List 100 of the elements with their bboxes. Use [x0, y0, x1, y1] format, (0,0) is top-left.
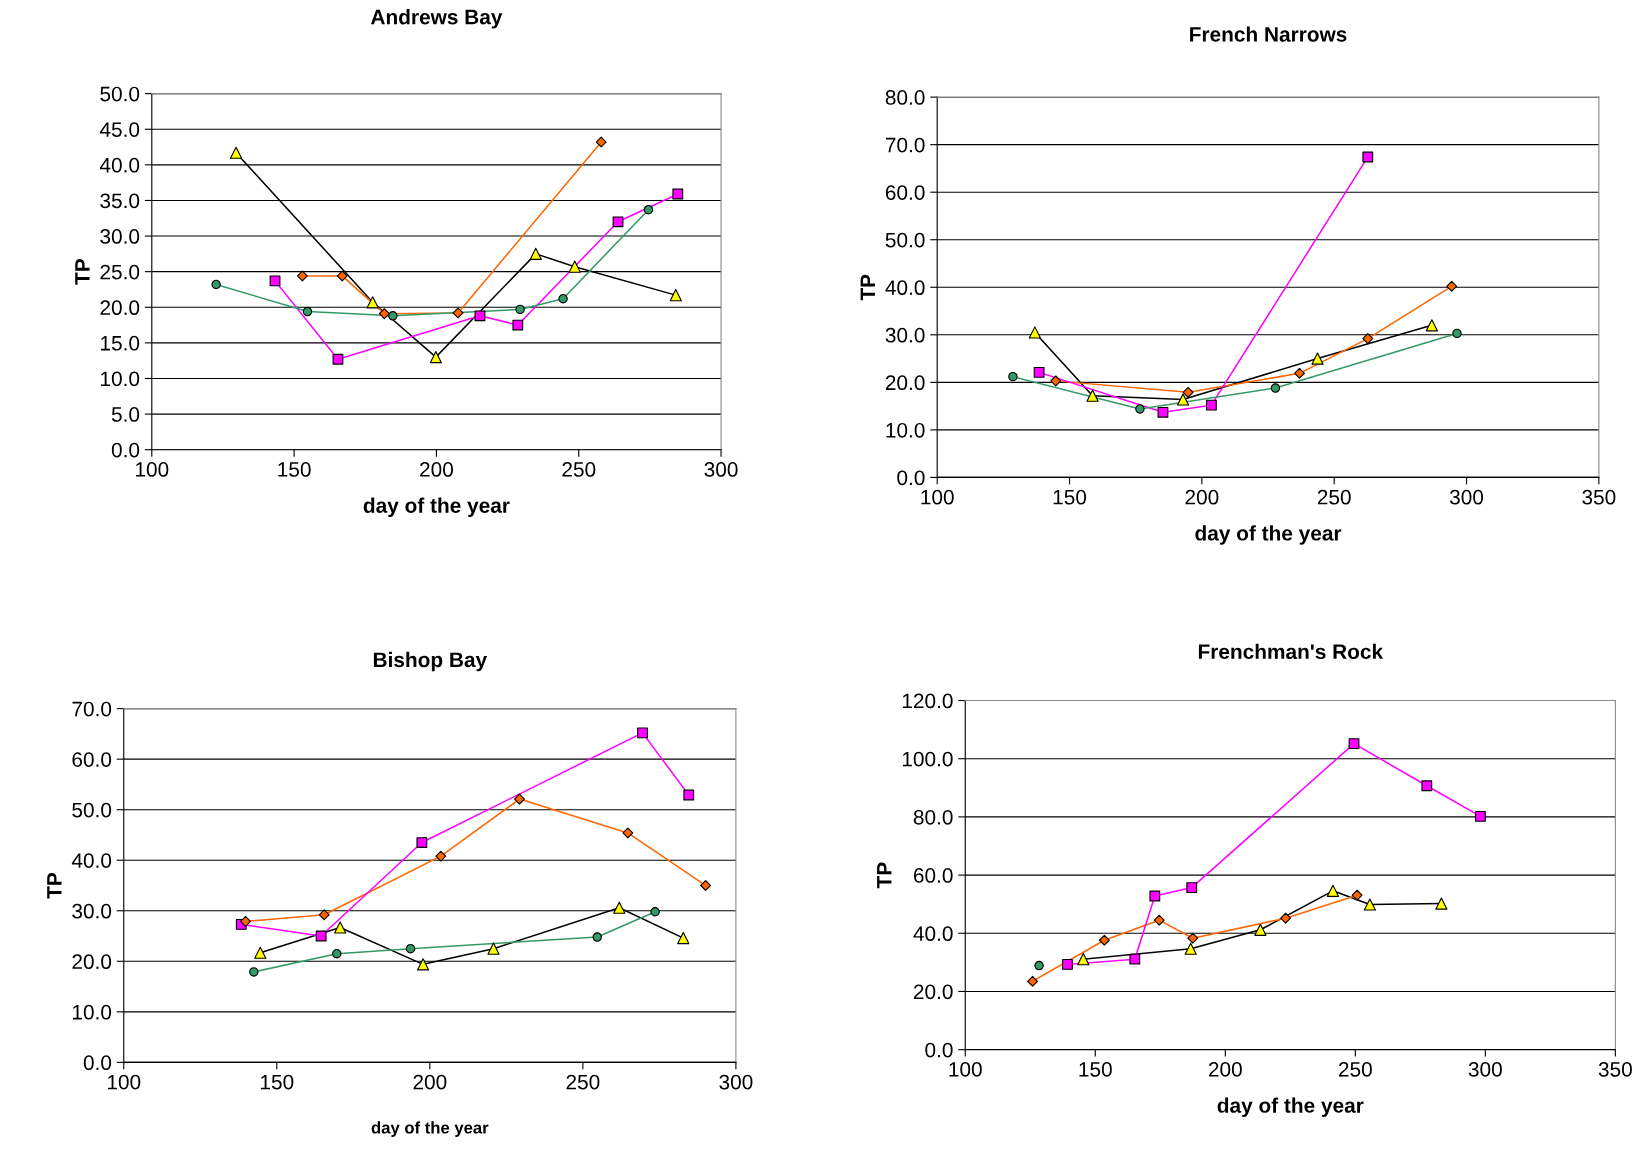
y-tick-label: 70.0	[885, 137, 925, 153]
x-axis-title: day of the year	[1195, 525, 1342, 545]
chart-title: Bishop Bay	[373, 651, 488, 672]
y-tick-label: 30.0	[72, 903, 112, 919]
y-tick-label: 0.0	[897, 470, 925, 486]
x-tick-label: 300	[704, 462, 738, 477]
point	[1157, 406, 1169, 418]
y-tick-label: 60.0	[72, 752, 112, 767]
point	[1326, 884, 1340, 897]
chart-title: French Narrows	[1190, 26, 1347, 42]
chart-title: Frenchman's Rock	[1198, 643, 1384, 660]
point	[1153, 914, 1165, 926]
point	[512, 319, 524, 331]
y-tick-label: 40.0	[885, 280, 925, 296]
point	[378, 308, 390, 320]
point	[366, 296, 379, 309]
x-tick-label: 100	[921, 489, 954, 505]
point	[1077, 953, 1090, 966]
point	[1362, 151, 1374, 163]
point	[254, 946, 267, 959]
y-tick-label: 50.0	[100, 86, 140, 102]
point	[315, 930, 327, 942]
y-tick-label: 35.0	[100, 193, 140, 209]
point	[240, 915, 252, 927]
x-tick-label: 300	[1468, 1062, 1502, 1077]
x-tick-label: 250	[562, 462, 596, 477]
y-tick-label: 50.0	[885, 232, 925, 248]
y-tick-label: 40.0	[99, 157, 140, 173]
point	[1351, 889, 1363, 901]
point	[1254, 923, 1267, 936]
y-tick-label: 10.0	[886, 422, 925, 438]
y-tick-label: 0.0	[111, 442, 140, 458]
x-axis-title: day of the year	[363, 497, 510, 517]
y-axis-title: TP	[47, 872, 62, 899]
chart-title: Andrews Bay	[370, 9, 503, 29]
y-tick-label: 5.0	[111, 407, 140, 422]
y-tick-label: 15.0	[101, 335, 140, 351]
point	[334, 921, 347, 934]
y-tick-label: 40.0	[71, 853, 112, 868]
y-tick-label: 100.0	[902, 751, 953, 767]
y-tick-label: 80.0	[913, 809, 953, 825]
x-tick-label: 150	[261, 1074, 294, 1090]
point	[1474, 810, 1486, 822]
y-tick-label: 120.0	[902, 693, 953, 709]
point	[1028, 326, 1041, 339]
y-tick-label: 30.0	[885, 327, 925, 343]
y-tick-label: 20.0	[913, 984, 953, 1000]
y-tick-label: 20.0	[72, 954, 112, 970]
x-tick-label: 150	[1053, 489, 1087, 505]
y-tick-label: 0.0	[83, 1055, 112, 1071]
point	[1348, 738, 1360, 750]
x-tick-label: 350	[1582, 489, 1616, 505]
x-tick-label: 200	[420, 462, 453, 477]
y-tick-label: 80.0	[885, 90, 925, 105]
x-tick-label: 150	[278, 462, 311, 477]
point	[452, 307, 464, 319]
point	[1149, 890, 1161, 902]
x-tick-label: 250	[1338, 1062, 1372, 1077]
x-tick-label: 150	[1079, 1062, 1112, 1077]
point	[683, 789, 695, 801]
point	[1311, 352, 1324, 365]
point	[1205, 399, 1217, 411]
point	[1033, 366, 1045, 378]
y-tick-label: 40.0	[913, 926, 953, 942]
x-tick-label: 300	[719, 1074, 753, 1090]
point	[568, 260, 581, 273]
point	[1027, 975, 1039, 987]
point	[332, 353, 344, 365]
y-tick-label: 10.0	[101, 371, 140, 387]
point	[612, 216, 624, 228]
x-tick-label: 100	[949, 1062, 982, 1077]
point	[514, 793, 525, 805]
x-tick-label: 350	[1598, 1062, 1632, 1077]
x-tick-label: 200	[1208, 1062, 1242, 1077]
point	[435, 850, 447, 862]
point	[1182, 386, 1194, 398]
point	[1034, 960, 1044, 971]
x-tick-label: 250	[566, 1074, 600, 1090]
point	[487, 942, 500, 955]
point	[622, 827, 634, 839]
x-tick-label: 250	[1317, 489, 1351, 505]
y-tick-label: 0.0	[925, 1042, 953, 1058]
y-tick-label: 45.0	[99, 122, 140, 137]
point	[296, 270, 308, 282]
point	[1086, 389, 1099, 402]
point	[474, 310, 486, 322]
point	[1129, 953, 1141, 965]
point	[669, 289, 682, 302]
point	[529, 247, 542, 260]
point	[1363, 898, 1376, 911]
point	[429, 351, 442, 364]
point	[1421, 780, 1433, 792]
y-tick-label: 10.0	[72, 1004, 112, 1020]
point	[1435, 897, 1448, 910]
point	[613, 901, 626, 914]
y-tick-label: 70.0	[72, 701, 112, 717]
y-tick-label: 25.0	[100, 264, 140, 280]
point	[269, 275, 281, 287]
point	[1176, 393, 1190, 406]
x-axis-title: day of the year	[1217, 1097, 1364, 1117]
